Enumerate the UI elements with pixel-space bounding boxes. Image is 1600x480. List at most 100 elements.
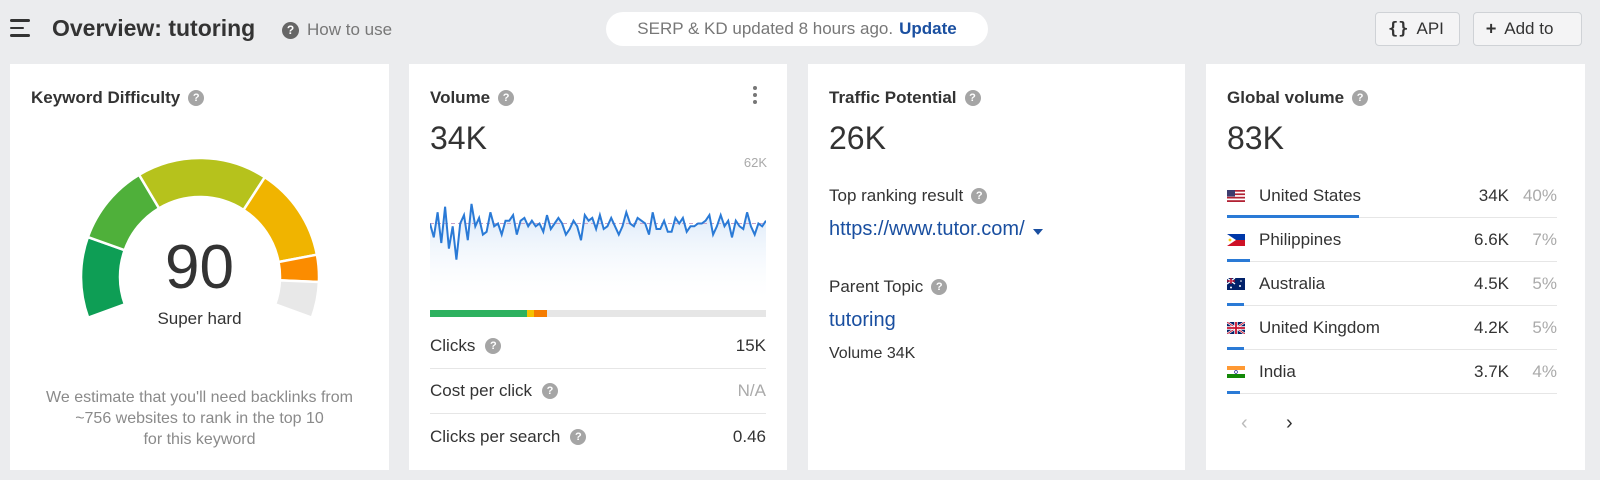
mixed-clicks-segment [527,310,534,317]
country-percent: 5% [1532,274,1557,293]
kd-note-line: ~756 websites to rank in the top 10 [75,410,324,427]
help-icon: ? [282,21,299,39]
volume-card: Volume ? 34K 62K Clicks? 15K Cost per cl… [409,64,787,470]
country-name[interactable]: United Kingdom [1259,318,1380,337]
tp-title-label: Traffic Potential [829,88,957,107]
country-name[interactable]: Australia [1259,274,1326,293]
country-row[interactable]: United Kingdom 4.2K 5% [1227,305,1557,350]
country-volume: 34K [1478,186,1509,205]
parent-topic-link[interactable]: tutoring [829,309,896,331]
help-icon[interactable]: ? [498,90,515,106]
global-volume-card: Global volume ? 83K United States 34K 40% P… [1206,64,1585,470]
spark-max-label: 62K [743,155,767,170]
volume-title: Volume ? [430,88,515,108]
help-icon[interactable]: ? [188,90,205,106]
kd-title: Keyword Difficulty ? [31,88,205,108]
gv-value: 83K [1227,120,1284,156]
chevron-right-icon[interactable]: › [1286,412,1293,434]
country-share-bar [1227,303,1244,306]
us-flag-icon [1227,190,1245,202]
country-share-bar [1227,391,1240,394]
caret-down-icon[interactable] [1032,228,1043,235]
trend-area [430,203,766,298]
country-name[interactable]: Philippines [1259,230,1342,249]
volume-value: 34K [430,120,487,156]
country-name[interactable]: United States [1259,186,1362,205]
help-icon[interactable]: ? [1352,90,1369,106]
top-ranking-label-text: Top ranking result [829,186,964,205]
cpc-value: N/A [737,381,766,400]
country-percent: 7% [1532,230,1557,249]
help-icon[interactable]: ? [570,428,587,445]
country-share-bar [1227,347,1244,350]
chevron-left-icon[interactable]: ‹ [1241,412,1248,434]
country-percent: 40% [1522,186,1557,205]
au-flag-icon [1227,278,1245,290]
country-row[interactable]: United States 34K 40% [1227,173,1557,218]
top-ranking-url[interactable]: https://www.tutor.com/ [829,218,1043,241]
plus-icon: + [1486,19,1497,39]
how-to-use-link[interactable]: ? How to use [282,20,392,40]
keyword-difficulty-card: Keyword Difficulty ? 90 Super hard We es… [10,64,389,470]
help-icon[interactable]: ? [542,383,559,399]
cpc-row: Cost per click? N/A [430,369,766,414]
trend-line [430,203,766,260]
more-options-icon[interactable] [753,86,759,107]
country-row[interactable]: Philippines 6.6K 7% [1227,217,1557,262]
in-flag-icon [1227,366,1245,378]
country-row[interactable]: Australia 4.5K 5% [1227,261,1557,306]
country-name[interactable]: India [1259,362,1296,381]
cps-row: Clicks per search? 0.46 [430,414,766,459]
clicks-value: 15K [735,336,766,355]
country-row[interactable]: India 3.7K 4% [1227,349,1557,394]
api-button-label: API [1416,19,1444,38]
top-ranking-label: Top ranking result ? [829,186,988,206]
kd-backlinks-note: We estimate that you'll need backlinks f… [32,387,367,450]
country-volume: 4.2K [1474,318,1509,337]
country-volume: 4.5K [1474,274,1509,293]
gv-title-label: Global volume [1227,88,1345,107]
clicks-row: Clicks? 15K [430,324,766,369]
clicks-distribution-bar [430,310,766,317]
kd-rating-label: Super hard [157,309,242,328]
update-status-text: SERP & KD updated 8 hours ago. [637,19,894,38]
gauge-segment [137,158,267,212]
tp-value: 26K [829,120,886,156]
cps-label: Clicks per search [430,426,561,446]
kd-note-line: We estimate that you'll need backlinks f… [46,389,353,406]
country-volume: 6.6K [1474,230,1509,249]
add-to-button-label: Add to [1504,19,1554,38]
organic-clicks-segment [430,310,527,317]
gv-title: Global volume ? [1227,88,1369,108]
country-volume: 3.7K [1474,362,1509,381]
top-bar: Overview: tutoring ? How to use SERP & K… [0,0,1600,58]
volume-title-label: Volume [430,88,491,107]
traffic-potential-card: Traffic Potential ? 26K Top ranking resu… [808,64,1185,470]
serp-update-notice: SERP & KD updated 8 hours ago. Update [606,12,988,46]
help-icon[interactable]: ? [964,90,981,106]
volume-trend-chart [430,203,766,298]
how-to-use-label: How to use [307,20,393,39]
menu-icon[interactable] [10,19,32,37]
paid-clicks-segment [534,310,547,317]
top-ranking-url-text: https://www.tutor.com/ [829,218,1025,240]
parent-topic-volume: Volume 34K [829,345,916,362]
country-percent: 4% [1532,362,1557,381]
kd-gauge [81,158,319,320]
help-icon[interactable]: ? [931,279,948,295]
braces-icon: {} [1388,19,1409,39]
help-icon[interactable]: ? [971,188,988,204]
cpc-label: Cost per click [430,381,533,400]
cps-value: 0.46 [732,426,766,446]
gb-flag-icon [1227,322,1245,334]
tp-title: Traffic Potential ? [829,88,981,108]
help-icon[interactable]: ? [485,338,502,354]
kd-title-label: Keyword Difficulty [31,88,181,107]
api-button[interactable]: {} API [1375,12,1460,46]
gauge-segment [273,279,319,320]
country-share-bar [1227,259,1250,262]
parent-topic-label: Parent Topic ? [829,277,948,297]
update-link[interactable]: Update [899,19,957,38]
add-to-button[interactable]: + Add to [1473,12,1582,46]
kd-score: 90 [165,233,234,302]
